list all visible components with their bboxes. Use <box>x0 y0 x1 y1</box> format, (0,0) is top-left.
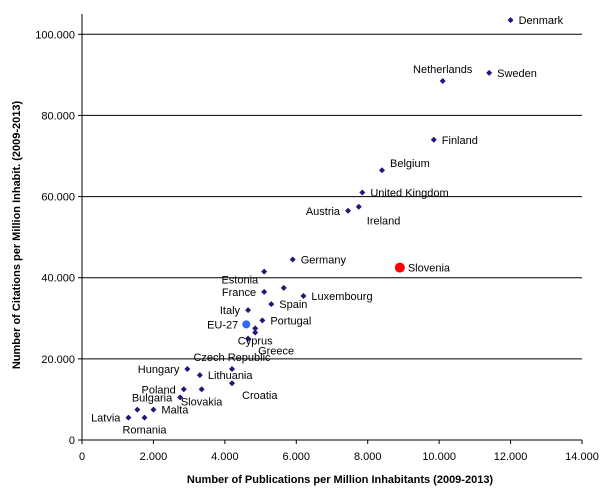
point-portugal <box>259 317 266 324</box>
point-unlabeled <box>252 329 259 336</box>
x-tick-label: 8.000 <box>354 451 382 463</box>
point-hungary <box>184 366 191 372</box>
x-axis-title: Number of Publications per Million Inhab… <box>187 474 494 486</box>
label-romania: Romania <box>122 425 167 437</box>
point-lithuania <box>196 372 203 379</box>
point-austria <box>345 207 352 214</box>
point-labels: Denmark Netherlands Sweden Finland Belgium Un… <box>91 15 564 437</box>
x-tick-label: 4.000 <box>211 451 239 463</box>
point-greece <box>245 335 252 342</box>
point-slovakia <box>198 386 205 393</box>
point-luxembourg <box>300 292 307 299</box>
label-portugal: Portugal <box>270 315 311 327</box>
label-poland: Poland <box>142 384 176 396</box>
label-eu-27: EU-27 <box>207 319 238 331</box>
point-belgium <box>379 167 385 174</box>
point-unlabeled <box>134 406 141 413</box>
point-estonia <box>261 268 268 275</box>
label-cyprus: Cyprus <box>238 335 273 347</box>
label-malta: Malta <box>161 405 189 417</box>
label-lithuania: Lithuania <box>208 370 254 382</box>
x-tick-label: 2.000 <box>140 451 168 463</box>
y-tick-label: 40.000 <box>41 273 75 285</box>
label-bulgaria: Bulgaria <box>132 392 173 404</box>
label-latvia: Latvia <box>91 413 121 425</box>
point-spain <box>268 301 275 308</box>
label-slovakia: Slovakia <box>181 396 223 408</box>
y-axis-title: Number of Citations per Million Inhabit.… <box>11 101 23 370</box>
point-italy <box>245 307 252 314</box>
label-spain: Spain <box>279 299 307 311</box>
label-ireland: Ireland <box>367 216 401 228</box>
point-bulgaria <box>177 394 184 401</box>
label-finland: Finland <box>442 135 478 147</box>
point-poland <box>180 386 187 393</box>
point-germany <box>289 256 296 263</box>
point-croatia <box>229 380 235 387</box>
point-unlabeled <box>280 284 287 291</box>
x-tick-label: 10.000 <box>422 451 456 463</box>
x-tick-label: 12.000 <box>494 451 528 463</box>
label-hungary: Hungary <box>138 364 180 376</box>
point-cyprus <box>252 325 259 332</box>
label-austria: Austria <box>306 206 341 218</box>
label-estonia: Estonia <box>221 275 259 287</box>
label-luxembourg: Luxembourg <box>311 291 372 303</box>
point-ireland <box>355 203 362 210</box>
y-tick-label: 0 <box>69 435 75 447</box>
point-denmark <box>507 17 514 24</box>
grid-lines <box>82 33 582 360</box>
point-united-kingdom <box>359 189 366 196</box>
label-united-kingdom: United Kingdom <box>370 188 448 200</box>
label-croatia: Croatia <box>242 390 278 402</box>
point-slovenia <box>394 262 405 273</box>
point-france <box>261 288 268 295</box>
y-tick-label: 100.000 <box>35 29 75 41</box>
y-tick-label: 80.000 <box>41 110 75 122</box>
x-tick-label: 0 <box>79 451 85 463</box>
y-tick-label: 60.000 <box>41 192 75 204</box>
point-netherlands <box>439 77 446 84</box>
label-netherlands: Netherlands <box>413 64 473 76</box>
point-finland <box>430 136 437 143</box>
label-italy: Italy <box>220 305 241 317</box>
label-belgium: Belgium <box>390 158 430 170</box>
point-malta <box>150 406 157 413</box>
x-tick-label: 14.000 <box>565 451 599 463</box>
label-sweden: Sweden <box>497 68 537 80</box>
label-denmark: Denmark <box>519 15 564 27</box>
y-tick-label: 20.000 <box>41 354 75 366</box>
point-eu-27 <box>242 320 251 329</box>
tick-labels: 0 20.000 40.000 60.000 80.000 100.000 0 2.000 4.… <box>35 29 599 463</box>
data-points <box>125 17 514 421</box>
label-slovenia: Slovenia <box>408 263 451 275</box>
x-tick-label: 6.000 <box>283 451 311 463</box>
label-germany: Germany <box>301 254 347 266</box>
point-czech-republic <box>229 366 235 372</box>
axes <box>81 14 582 441</box>
point-romania <box>141 414 148 421</box>
point-latvia <box>125 414 132 421</box>
label-czech-republic: Czech Republic <box>193 352 271 364</box>
label-france: France <box>222 287 256 299</box>
label-greece: Greece <box>258 346 294 358</box>
point-sweden <box>486 69 493 76</box>
